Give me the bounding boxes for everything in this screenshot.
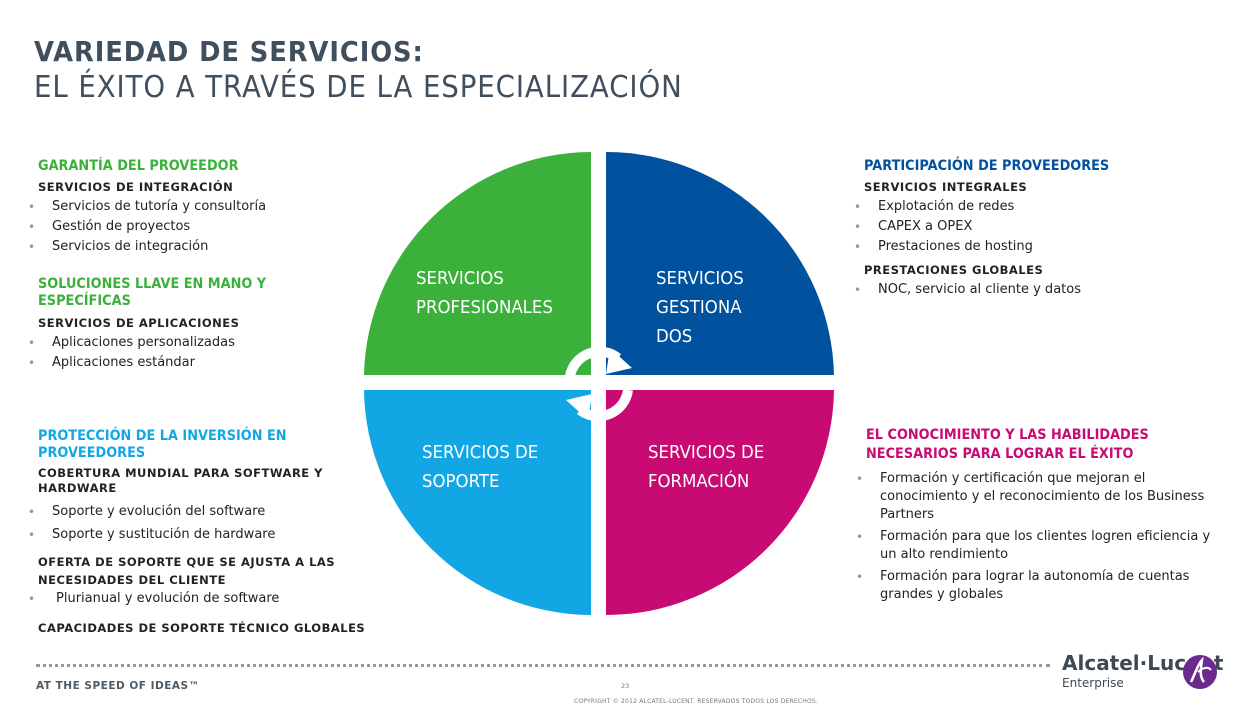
arrow-head-icon	[566, 394, 592, 420]
list-item: Soporte y evolución del software	[28, 502, 368, 522]
list-item: Plurianual y evolución de software	[28, 589, 368, 609]
wheel-label-professional: SERVICIOS PROFESIONALES	[416, 268, 553, 318]
bullet-list: Explotación de redes CAPEX a OPEX Presta…	[854, 197, 1224, 257]
section-subheading: OFERTA DE SOPORTE QUE SE AJUSTA A LAS NE…	[38, 555, 336, 587]
section-subheading: SERVICIOS DE APLICACIONES	[38, 316, 240, 330]
page-title: VARIEDAD DE SERVICIOS: EL ÉXITO A TRAVÉS…	[34, 34, 683, 106]
professional-services-segment	[364, 152, 591, 375]
brand-name: Alcatel·Lucent	[1062, 651, 1224, 675]
section-heading: GARANTÍA DEL PROVEEDOR	[38, 158, 239, 174]
bullet-list: Formación y certificación que mejoran el…	[856, 470, 1228, 604]
knowledge-skills-section: EL CONOCIMIENTO Y LAS HABILIDADES NECESA…	[856, 426, 1236, 608]
list-item: Prestaciones de hosting	[854, 237, 1224, 257]
investment-protection-section: PROTECCIÓN DE LA INVERSIÓN EN PROVEEDORE…	[28, 428, 368, 636]
list-item: Formación para lograr la autonomía de cu…	[856, 568, 1228, 604]
section-heading: EL CONOCIMIENTO Y LAS HABILIDADES NECESA…	[866, 427, 1149, 462]
arrow-head-icon	[606, 348, 632, 374]
guarantee-section: GARANTÍA DEL PROVEEDOR SERVICIOS DE INTE…	[28, 158, 368, 257]
section-heading: SOLUCIONES LLAVE EN MANO Y ESPECÍFICAS	[38, 276, 267, 309]
bullet-list: NOC, servicio al cliente y datos	[854, 280, 1224, 300]
list-item: Aplicaciones personalizadas	[28, 333, 338, 353]
list-item: Formación para que los clientes logren e…	[856, 528, 1228, 564]
list-item: CAPEX a OPEX	[854, 217, 1224, 237]
title-line-1: VARIEDAD DE SERVICIOS:	[34, 35, 424, 68]
managed-services-segment	[606, 152, 834, 375]
page-number: 23	[621, 682, 630, 690]
bullet-list: Soporte y evolución del software Soporte…	[28, 502, 368, 545]
bullet-list: Plurianual y evolución de software	[28, 589, 368, 609]
list-item: Servicios de integración	[28, 237, 368, 257]
brand-wordmark: Alcatel·Lucent Enterprise	[1062, 652, 1223, 690]
section-subheading: COBERTURA MUNDIAL PARA SOFTWARE Y HARDWA…	[38, 466, 323, 495]
list-item: Formación y certificación que mejoran el…	[856, 470, 1228, 524]
list-item: Servicios de tutoría y consultoría	[28, 197, 368, 217]
bullet-list: Aplicaciones personalizadas Aplicaciones…	[28, 333, 338, 373]
services-wheel	[364, 152, 834, 615]
list-item: NOC, servicio al cliente y datos	[854, 280, 1224, 300]
support-services-segment	[364, 390, 591, 615]
list-item: Explotación de redes	[854, 197, 1224, 217]
title-line-2: EL ÉXITO A TRAVÉS DE LA ESPECIALIZACIÓN	[34, 70, 683, 105]
copyright-notice: COPYRIGHT © 2012 ALCATEL-LUCENT. RESERVA…	[574, 698, 819, 705]
wheel-label-training: SERVICIOS DE FORMACIÓN	[648, 442, 765, 492]
brand-subtitle: Enterprise	[1062, 676, 1124, 690]
alcatel-lucent-logo-icon	[1183, 655, 1217, 689]
provider-participation-section: PARTICIPACIÓN DE PROVEEDORES SERVICIOS I…	[854, 158, 1224, 300]
list-item: Aplicaciones estándar	[28, 353, 338, 373]
wheel-label-support: SERVICIOS DE SOPORTE	[422, 442, 539, 492]
turnkey-section: SOLUCIONES LLAVE EN MANO Y ESPECÍFICAS S…	[28, 276, 338, 373]
training-services-segment	[606, 390, 834, 615]
list-item: Soporte y sustitución de hardware	[28, 525, 368, 545]
footer-divider	[36, 664, 1050, 667]
section-heading: PARTICIPACIÓN DE PROVEEDORES	[864, 158, 1110, 174]
section-subheading: SERVICIOS DE INTEGRACIÓN	[38, 180, 234, 194]
section-heading: PROTECCIÓN DE LA INVERSIÓN EN PROVEEDORE…	[38, 428, 287, 461]
footer-tagline: AT THE SPEED OF IDEAS™	[36, 680, 200, 692]
wheel-label-managed: SERVICIOS GESTIONA DOS	[656, 268, 744, 347]
section-subheading: SERVICIOS INTEGRALES	[864, 180, 1028, 194]
section-subheading: CAPACIDADES DE SOPORTE TÉCNICO GLOBALES	[38, 621, 366, 635]
section-subheading: PRESTACIONES GLOBALES	[864, 263, 1044, 277]
list-item: Gestión de proyectos	[28, 217, 368, 237]
bullet-list: Servicios de tutoría y consultoría Gesti…	[28, 197, 368, 257]
